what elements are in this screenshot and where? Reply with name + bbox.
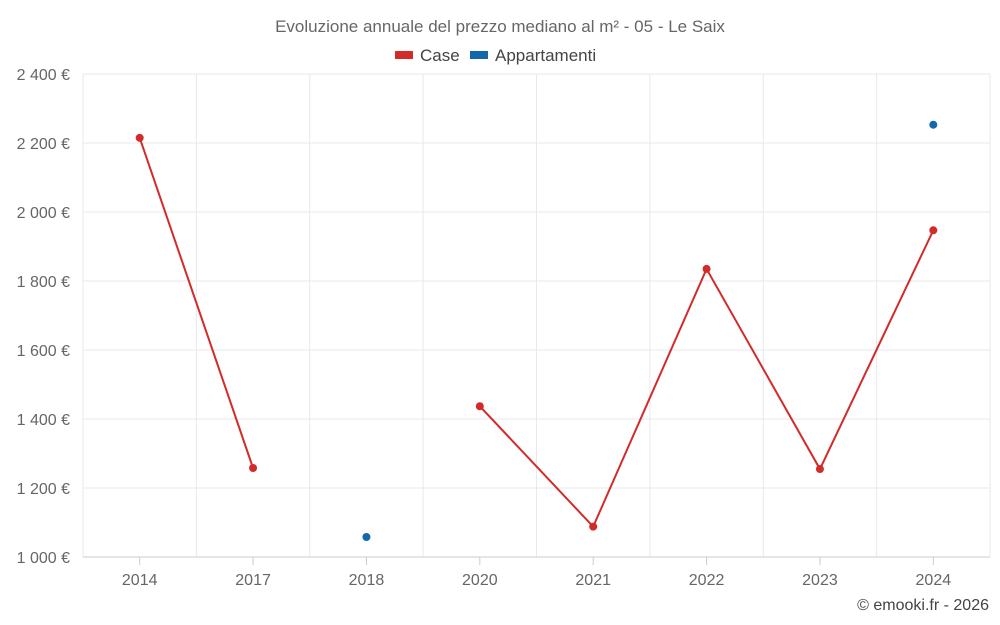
legend-item-appartamenti[interactable]: Appartamenti <box>470 46 596 65</box>
y-tick-label: 2 000 € <box>17 205 70 222</box>
legend-label-appartamenti: Appartamenti <box>495 46 596 65</box>
legend-swatch-case <box>395 51 413 59</box>
data-point-appartamenti[interactable] <box>362 532 371 541</box>
x-tick-label: 2017 <box>235 572 271 589</box>
legend-swatch-appartamenti <box>470 51 488 59</box>
data-point-case[interactable] <box>589 522 598 531</box>
series-points <box>135 120 938 541</box>
data-point-case[interactable] <box>702 264 711 273</box>
y-tick-label: 1 000 € <box>17 550 70 567</box>
y-tick-label: 1 200 € <box>17 481 70 498</box>
y-tick-label: 1 800 € <box>17 274 70 291</box>
y-tick-label: 1 400 € <box>17 412 70 429</box>
legend-label-case: Case <box>420 46 460 65</box>
x-tick-label: 2022 <box>689 572 725 589</box>
credit-text: © emooki.fr - 2026 <box>857 597 989 614</box>
data-point-case[interactable] <box>475 402 484 411</box>
legend-item-case[interactable]: Case <box>395 46 460 65</box>
data-point-case[interactable] <box>135 133 144 142</box>
x-tick-label: 2018 <box>349 572 385 589</box>
x-tick-label: 2023 <box>802 572 838 589</box>
chart-title: Evoluzione annuale del prezzo mediano al… <box>275 17 725 36</box>
data-point-case[interactable] <box>249 463 258 472</box>
data-point-appartamenti[interactable] <box>929 120 938 129</box>
y-tick-label: 2 400 € <box>17 67 70 84</box>
legend: Case Appartamenti <box>395 46 596 65</box>
x-tick-label: 2024 <box>916 572 952 589</box>
x-axis: 2014 2017 2018 2020 2021 2022 2023 2024 <box>122 557 951 589</box>
grid <box>82 73 991 558</box>
series-line-case <box>138 137 255 469</box>
data-point-case[interactable] <box>815 465 824 474</box>
x-tick-label: 2014 <box>122 572 158 589</box>
x-tick-label: 2021 <box>575 572 611 589</box>
data-point-case[interactable] <box>929 226 938 235</box>
x-tick-label: 2020 <box>462 572 498 589</box>
series-line-case <box>479 229 935 529</box>
y-tick-label: 2 200 € <box>17 136 70 153</box>
y-axis: 1 000 € 1 200 € 1 400 € 1 600 € 1 800 € 2 000… <box>17 67 70 567</box>
y-tick-label: 1 600 € <box>17 343 70 360</box>
